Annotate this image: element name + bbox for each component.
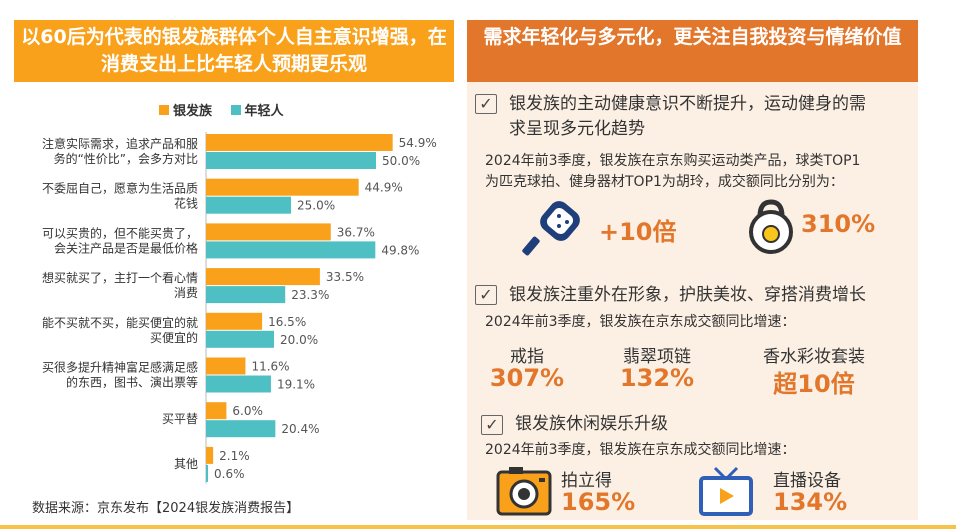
category-label-line: 的东西，图书、演出票等: [66, 375, 198, 390]
section1-desc-line: 为匹克球拍、健身器材TOP1为胡玲，成交额同比分别为：: [485, 174, 844, 190]
item-value-necklace: 132%: [619, 364, 695, 392]
data-label: 23.3%: [291, 288, 329, 302]
data-label: 50.0%: [382, 154, 420, 168]
pickleball-paddle-icon: [522, 201, 580, 256]
data-label: 19.1%: [277, 378, 315, 392]
bar-silver: [206, 268, 320, 286]
data-source: 数据来源：京东发布【2024银发族消费报告】: [32, 501, 300, 516]
legend-swatch-silver: [159, 104, 169, 115]
category-label: 可以买贵的，但不能买贵了，会关注产品是否是最低价格: [42, 225, 198, 255]
kettlebell-icon: [749, 199, 793, 254]
item-label-perfume: 香水彩妆套装: [763, 347, 865, 367]
section1-heading: 银发族的主动健康意识不断提升，运动健身的需 求呈现多元化趋势: [509, 92, 866, 142]
category-label-line: 买很多提升精神富足感满足感: [42, 360, 198, 375]
category-label-line: 务的“性价比”，会多方对比: [54, 151, 198, 166]
category-label-line: 注意实际需求，追求产品和服: [42, 136, 198, 151]
section1-desc-line: 2024年前3季度，银发族在京东购买运动类产品，球类TOP1: [485, 153, 861, 169]
data-label: 33.5%: [326, 270, 364, 284]
data-label: 25.0%: [297, 199, 335, 213]
item-label-instant-camera: 拍立得: [561, 471, 612, 491]
bar-young: [206, 330, 274, 348]
legend-item-silver: 银发族: [159, 100, 212, 119]
checkbox-icon: ✓: [475, 94, 497, 114]
item-value-instant-camera: 165%: [561, 488, 636, 516]
category-label-line: 会关注产品是否是最低价格: [54, 240, 198, 255]
category-label-line: 不委屈自己，愿意为生活品质: [42, 181, 198, 196]
data-label: 36.7%: [337, 225, 375, 239]
bottom-bar: [0, 525, 956, 529]
data-label: 44.9%: [365, 181, 403, 195]
bar-young: [206, 464, 209, 482]
legend-label-young: 年轻人: [244, 104, 284, 119]
category-label-line: 买便宜的: [150, 330, 198, 345]
item-label-ring: 戒指: [510, 347, 544, 367]
category-label: 买很多提升精神富足感满足感的东西，图书、演出票等: [42, 360, 198, 390]
bar-silver: [206, 134, 393, 151]
category-label: 想买就买了，主打一个看心情消费: [42, 270, 198, 300]
bar-young: [206, 286, 286, 304]
instant-camera-icon: [496, 467, 552, 516]
section1-stat2: 310%: [801, 210, 876, 238]
item-value-perfume: 超10倍: [773, 370, 855, 398]
category-label: 注意实际需求，追求产品和服务的“性价比”，会多方对比: [42, 136, 198, 166]
legend-label-silver: 银发族: [173, 104, 213, 119]
bar-young: [206, 375, 271, 393]
section3-desc: 2024年前3季度，银发族在京东成交额同比增速：: [485, 442, 796, 458]
data-label: 6.0%: [232, 404, 263, 418]
left-title: 以60后为代表的银发族群体个人自主意识增强，在消费支出上比年轻人预期更乐观: [14, 20, 454, 82]
bar-young: [206, 241, 376, 259]
data-label: 2.1%: [219, 449, 250, 463]
item-value-ring: 307%: [489, 364, 565, 392]
category-label: 能不买就不买，能买便宜的就买便宜的: [42, 315, 198, 345]
category-label-line: 能不买就不买，能买便宜的就: [42, 315, 198, 330]
bar-young: [206, 196, 291, 214]
bar-young: [206, 152, 376, 169]
checkbox-icon: ✓: [481, 415, 503, 435]
tv-screen-icon: [699, 466, 753, 516]
checkbox-icon: ✓: [475, 285, 497, 305]
item-label-live-device: 直播设备: [773, 471, 841, 491]
section1-heading-line: 求呈现多元化趋势: [509, 119, 645, 139]
category-label: 不委屈自己，愿意为生活品质花钱: [42, 181, 198, 211]
category-label: 买平替: [162, 412, 198, 426]
legend-item-young: 年轻人: [230, 100, 284, 119]
data-label: 16.5%: [268, 315, 306, 329]
data-label: 11.6%: [251, 360, 289, 374]
data-label: 20.4%: [281, 422, 319, 436]
item-label-necklace: 翡翠项链: [623, 347, 691, 367]
section1-desc: 2024年前3季度，银发族在京东购买运动类产品，球类TOP1 为匹克球拍、健身器…: [485, 151, 860, 193]
left-panel: 以60后为代表的银发族群体个人自主意识增强，在消费支出上比年轻人预期更乐观 银发…: [14, 20, 454, 525]
right-title: 需求年轻化与多元化，更关注自我投资与情绪价值: [467, 20, 918, 82]
bar-silver: [206, 223, 331, 241]
legend-swatch-young: [230, 104, 241, 115]
section2-heading: 银发族注重外在形象，护肤美妆、穿搭消费增长: [509, 285, 866, 305]
category-label-line: 买平替: [162, 412, 198, 426]
category-label-line: 想买就买了，主打一个看心情: [42, 270, 198, 285]
bar-silver: [206, 357, 246, 375]
section2-desc: 2024年前3季度，银发族在京东成交额同比增速：: [485, 314, 796, 330]
data-label: 49.8%: [381, 243, 419, 257]
section1-heading-line: 银发族的主动健康意识不断提升，运动健身的需: [509, 94, 866, 114]
data-label: 54.9%: [399, 136, 437, 150]
data-label: 20.0%: [280, 333, 318, 347]
section1-stat1: +10倍: [599, 218, 677, 246]
bar-silver: [206, 178, 359, 196]
category-label-line: 花钱: [174, 196, 198, 211]
category-label-line: 消费: [174, 286, 198, 300]
data-label: 0.6%: [214, 467, 245, 481]
item-value-live-device: 134%: [773, 488, 848, 516]
section3-heading: 银发族休闲娱乐升级: [515, 414, 668, 434]
right-panel: 需求年轻化与多元化，更关注自我投资与情绪价值 ✓ 银发族的主动健康意识不断提升，…: [467, 20, 918, 520]
bar-chart: 注意实际需求，追求产品和服务的“性价比”，会多方对比 54.9% 50.0% 不委屈自…: [42, 132, 437, 484]
bar-silver: [206, 402, 227, 420]
category-label-line: 可以买贵的，但不能买贵了，: [42, 225, 198, 240]
bar-silver: [206, 446, 214, 464]
category-label-line: 其他: [174, 457, 198, 471]
bar-young: [206, 420, 276, 438]
category-label: 其他: [174, 457, 198, 471]
bar-silver: [206, 312, 263, 330]
chart-legend: 银发族 年轻人: [159, 100, 298, 119]
